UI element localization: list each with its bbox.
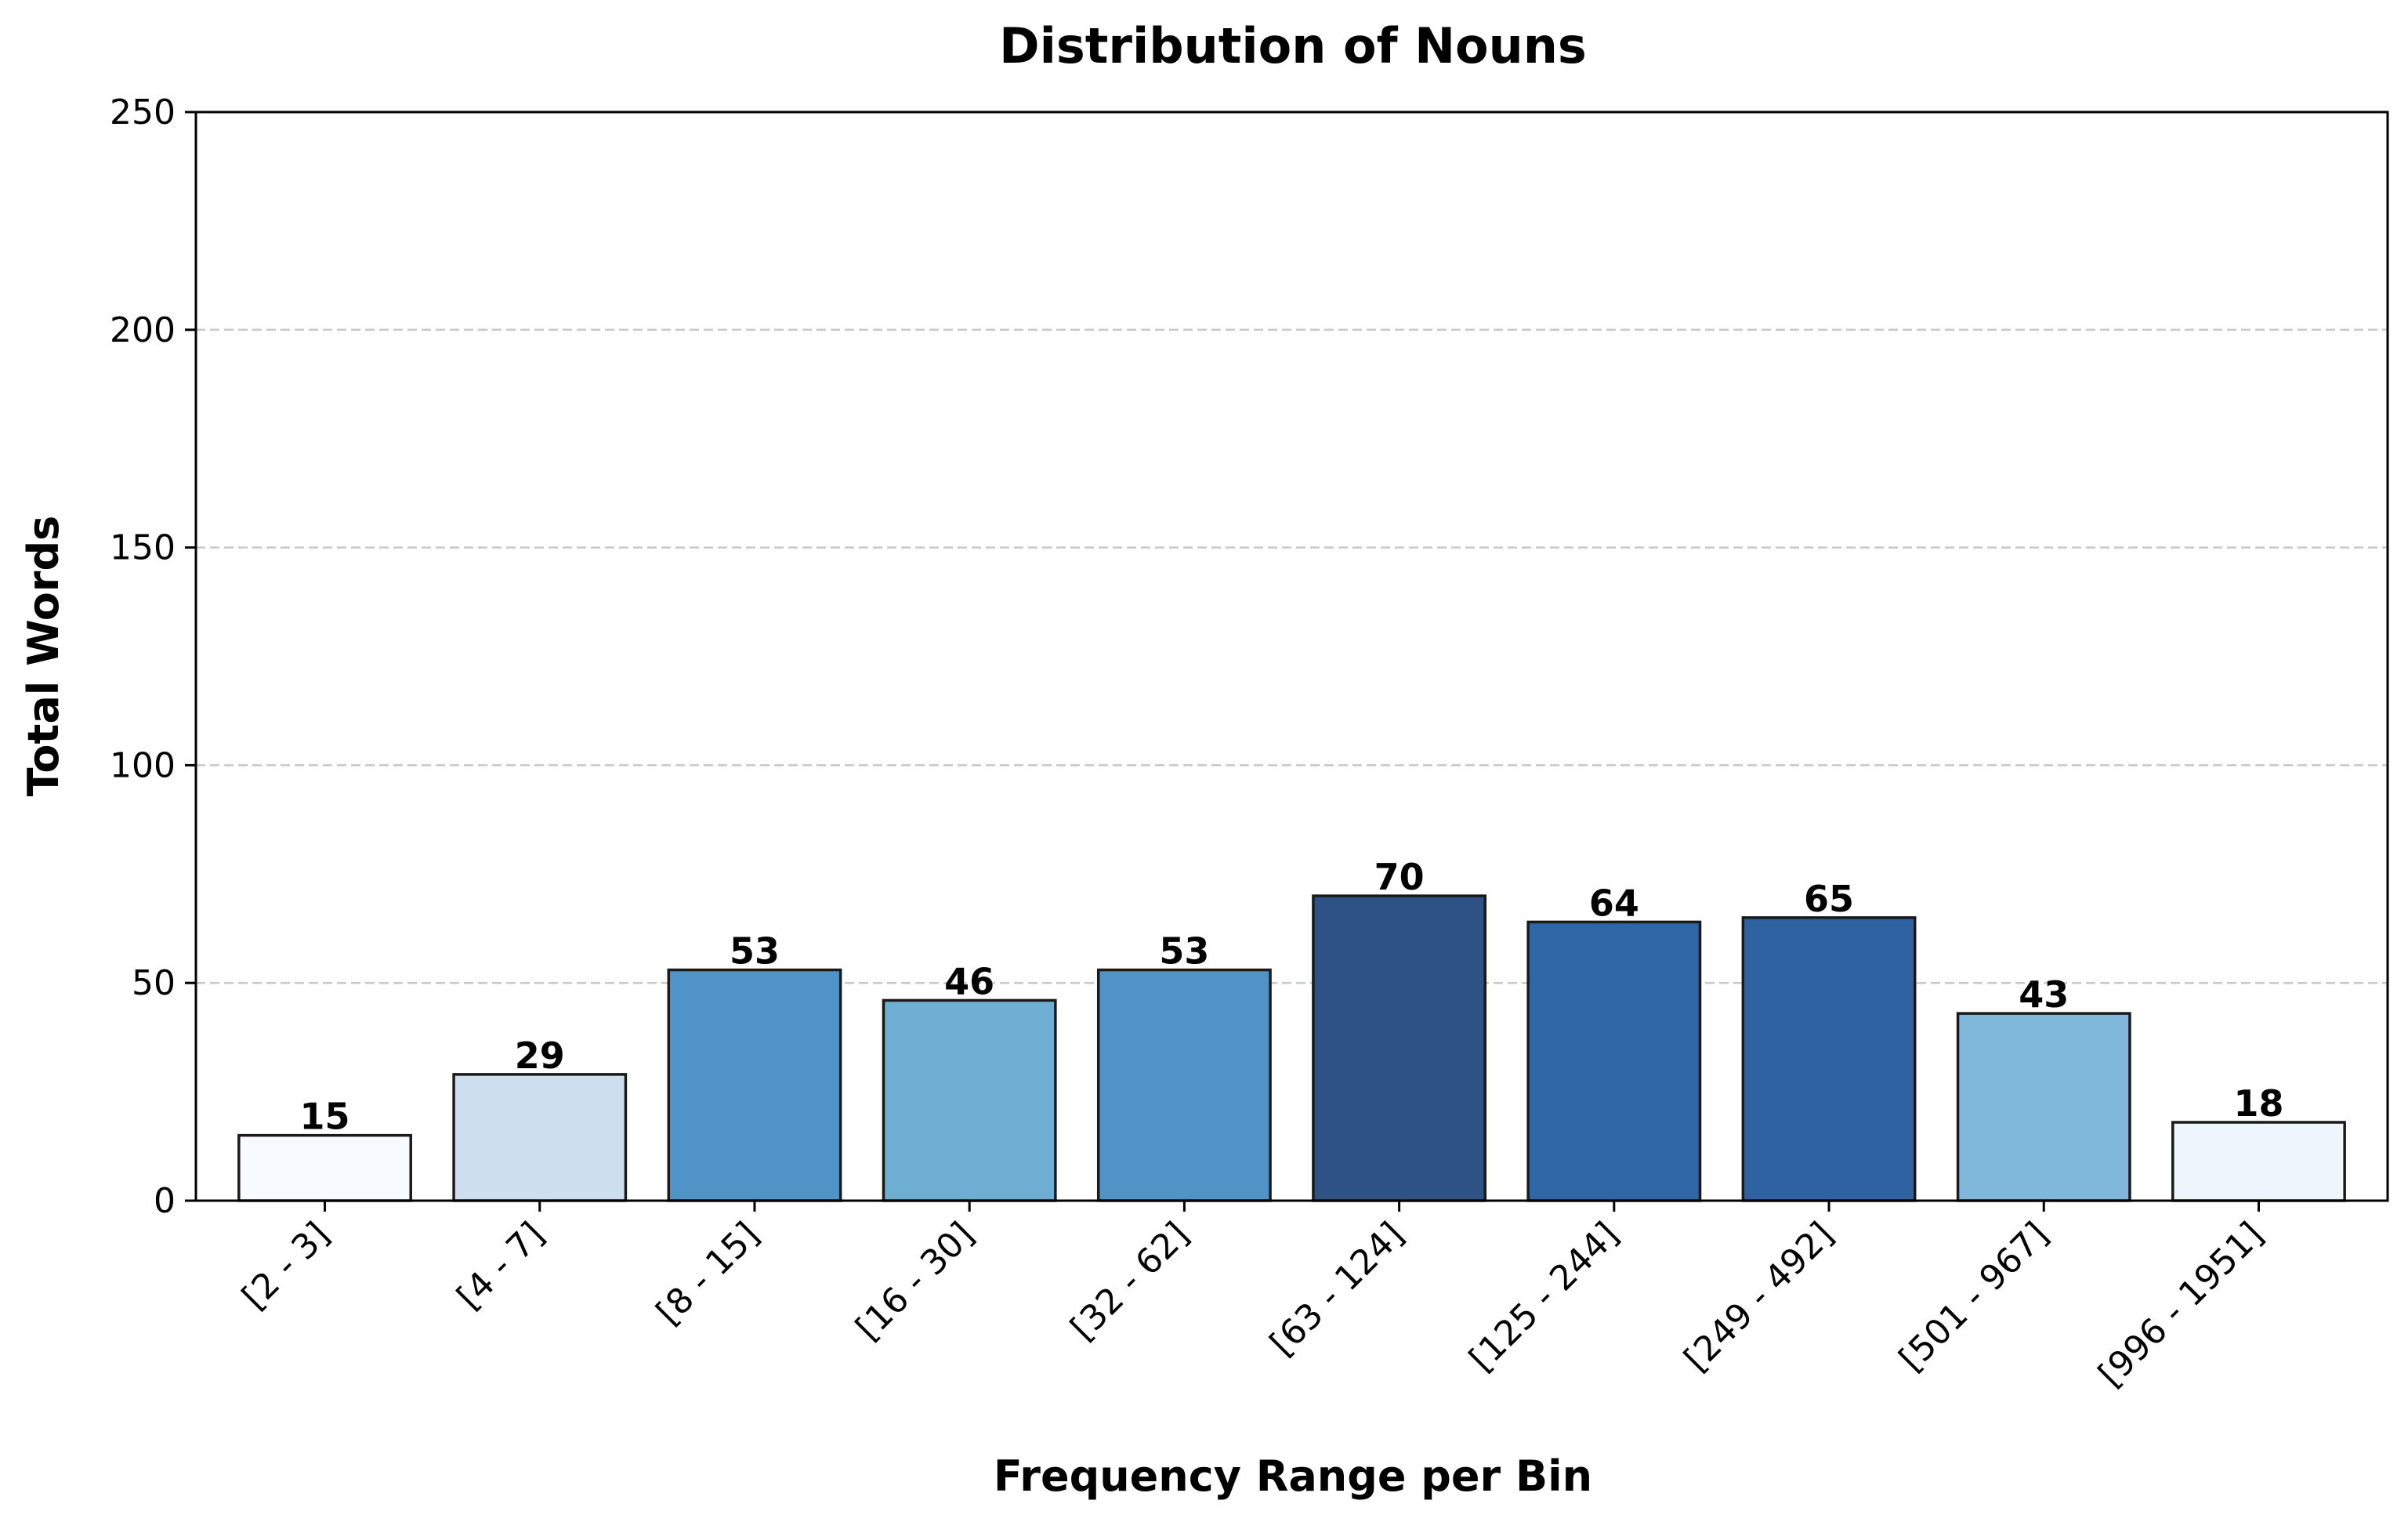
x-axis: [2 - 3] [4 - 7] [8 - 15] [16 - 30] [32 - 62]… [234, 1201, 2271, 1395]
x-tick-label: [996 - 1951] [2091, 1215, 2271, 1395]
bar-value-label: 53 [730, 930, 780, 973]
y-tick-label: 50 [132, 963, 176, 1003]
y-tick-label: 100 [110, 745, 176, 785]
bar-value-label: 29 [515, 1035, 565, 1077]
x-tick-label: [4 - 7] [450, 1215, 552, 1317]
x-tick-label: [8 - 15] [649, 1215, 767, 1333]
x-tick-label: [63 - 124] [1262, 1215, 1411, 1364]
x-axis-label: Frequency Range per Bin [994, 1451, 1592, 1501]
bar-value-label: 65 [1804, 878, 1854, 920]
gridlines [196, 328, 2388, 984]
value-labels: 15 29 53 46 53 70 64 65 43 18 [300, 856, 2284, 1138]
x-tick-label: [125 - 244] [1461, 1215, 1626, 1379]
bar [1526, 920, 1702, 1202]
bar [1096, 968, 1272, 1202]
bar [2171, 1121, 2346, 1202]
plot-frame [194, 111, 2389, 1202]
x-tick-label: [2 - 3] [234, 1215, 337, 1317]
bar [1312, 894, 1487, 1202]
bar-value-label: 18 [2233, 1082, 2283, 1125]
bar [667, 968, 842, 1202]
bar [237, 1133, 412, 1202]
bar [452, 1073, 628, 1202]
bar-value-label: 43 [2019, 973, 2069, 1016]
bar [1741, 916, 1917, 1202]
y-tick-label: 0 [154, 1181, 176, 1221]
x-tick-label: [16 - 30] [848, 1215, 982, 1349]
bar-value-label: 46 [944, 960, 994, 1002]
x-tick-label: [501 - 967] [1892, 1215, 2056, 1379]
y-tick-label: 150 [110, 528, 176, 568]
bar [882, 998, 1057, 1202]
y-tick-label: 250 [110, 92, 176, 132]
x-tick-label: [32 - 62] [1063, 1215, 1197, 1349]
bar [1956, 1012, 2131, 1202]
bar-value-label: 53 [1159, 930, 1209, 973]
bar-value-label: 70 [1374, 856, 1425, 898]
bar-value-label: 64 [1589, 882, 1639, 924]
y-tick-label: 200 [110, 310, 176, 350]
bar-value-label: 15 [300, 1096, 350, 1138]
chart-title: Distribution of Nouns [999, 17, 1587, 74]
y-axis: 0 50 100 150 200 250 [110, 92, 196, 1221]
x-tick-label: [249 - 492] [1677, 1215, 1841, 1379]
y-axis-label: Total Words [19, 516, 68, 797]
